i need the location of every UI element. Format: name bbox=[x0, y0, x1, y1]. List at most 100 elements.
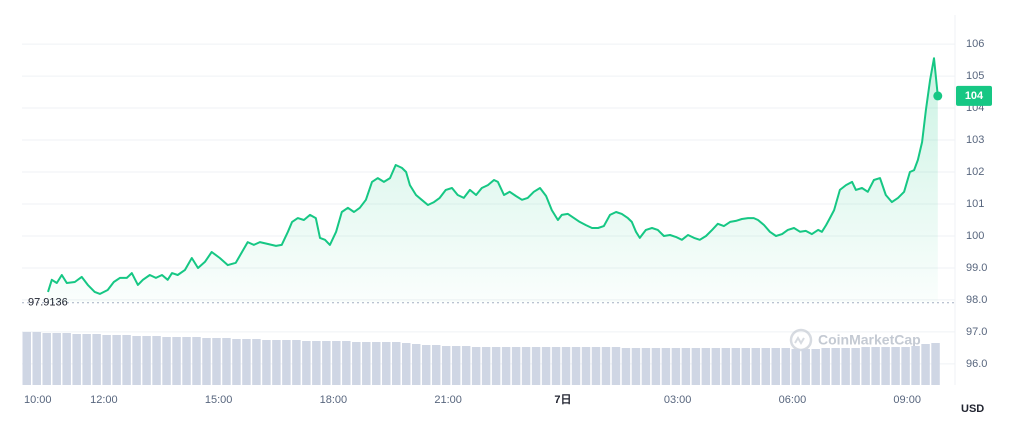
volume-bar bbox=[521, 347, 531, 385]
volume-bar bbox=[481, 347, 491, 385]
volume-bar bbox=[352, 342, 361, 385]
volume-bar bbox=[421, 345, 431, 385]
volume-bar bbox=[392, 342, 401, 385]
y-tick-label: 99.0 bbox=[966, 262, 987, 274]
volume-bar bbox=[531, 347, 541, 385]
volume-bar bbox=[72, 334, 81, 385]
x-tick-label: 06:00 bbox=[779, 394, 807, 406]
volume-bar bbox=[881, 347, 890, 385]
volume-bar bbox=[491, 347, 501, 385]
volume-bar bbox=[691, 348, 701, 385]
volume-bar bbox=[182, 337, 191, 385]
volume-bar bbox=[701, 348, 711, 385]
x-tick-label: 7日 bbox=[554, 393, 571, 406]
volume-bar bbox=[332, 341, 341, 385]
volume-bar bbox=[611, 347, 621, 385]
y-tick-label: 105 bbox=[966, 70, 984, 82]
volume-bar bbox=[671, 348, 681, 385]
volume-bar bbox=[262, 340, 271, 385]
volume-bar bbox=[22, 332, 31, 385]
volume-bar bbox=[621, 348, 631, 385]
y-tick-label: 106 bbox=[966, 38, 984, 50]
volume-bar bbox=[581, 347, 591, 385]
volume-bar bbox=[801, 349, 810, 385]
volume-bar bbox=[571, 347, 581, 385]
volume-bar bbox=[342, 341, 351, 385]
volume-bar bbox=[431, 345, 441, 385]
watermark-logo bbox=[789, 328, 813, 352]
volume-bar bbox=[362, 342, 371, 385]
volume-bar bbox=[52, 333, 61, 385]
volume-bar bbox=[272, 340, 281, 385]
volume-bar bbox=[761, 348, 771, 385]
axis-unit: USD bbox=[961, 403, 984, 415]
volume-bar bbox=[441, 346, 451, 385]
volume-bar bbox=[242, 339, 251, 385]
x-tick-label: 09:00 bbox=[893, 394, 921, 406]
price-area bbox=[48, 58, 938, 303]
volume-bar bbox=[911, 346, 920, 385]
volume-bar bbox=[302, 341, 311, 385]
volume-bar bbox=[871, 347, 880, 385]
x-tick-label: 15:00 bbox=[205, 394, 233, 406]
volume-bar bbox=[501, 347, 511, 385]
volume-bar bbox=[551, 347, 561, 385]
y-tick-label: 96.0 bbox=[966, 358, 987, 370]
volume-bar bbox=[112, 335, 121, 385]
volume-bar bbox=[192, 337, 201, 385]
volume-bar bbox=[651, 348, 661, 385]
volume-bar bbox=[382, 342, 391, 385]
volume-bar bbox=[152, 336, 161, 385]
volume-bar bbox=[721, 348, 731, 385]
volume-bar bbox=[631, 348, 641, 385]
volume-bar bbox=[591, 347, 601, 385]
volume-bar bbox=[62, 333, 71, 385]
volume-bar bbox=[132, 336, 141, 385]
volume-bar bbox=[32, 332, 41, 385]
volume-bar bbox=[162, 337, 171, 385]
price-badge-label: 104 bbox=[965, 90, 984, 102]
volume-bar bbox=[931, 343, 940, 385]
x-tick-label: 21:00 bbox=[434, 394, 462, 406]
volume-bar bbox=[172, 337, 181, 385]
volume-bar bbox=[861, 347, 870, 385]
last-point bbox=[933, 91, 943, 101]
volume-bar bbox=[891, 347, 900, 385]
volume-bar bbox=[821, 348, 830, 385]
volume-bar bbox=[791, 349, 800, 385]
volume-bar bbox=[202, 338, 211, 385]
volume-bar bbox=[561, 347, 571, 385]
watermark: CoinMarketCap bbox=[818, 332, 921, 348]
y-tick-label: 102 bbox=[966, 166, 984, 178]
price-line bbox=[47, 57, 939, 295]
volume-bar bbox=[292, 340, 301, 385]
volume-bar bbox=[781, 348, 790, 385]
volume-bar bbox=[841, 348, 850, 385]
x-tick-label: 10:00 bbox=[24, 394, 52, 406]
volume-bar bbox=[232, 339, 241, 385]
volume-bar bbox=[142, 336, 151, 385]
y-tick-label: 100 bbox=[966, 230, 984, 242]
volume-bar bbox=[451, 346, 461, 385]
volume-bar bbox=[641, 348, 651, 385]
volume-bar bbox=[921, 344, 930, 385]
y-tick-label: 97.0 bbox=[966, 326, 987, 338]
volume-bar bbox=[461, 346, 471, 385]
volume-bar bbox=[811, 349, 820, 385]
y-tick-label: 101 bbox=[966, 198, 984, 210]
x-tick-label: 18:00 bbox=[320, 394, 348, 406]
volume-bar bbox=[851, 348, 860, 385]
volume-bar bbox=[401, 343, 411, 385]
x-tick-label: 03:00 bbox=[664, 394, 692, 406]
volume-bar bbox=[122, 335, 131, 385]
volume-bar bbox=[411, 344, 421, 385]
volume-bar bbox=[92, 334, 101, 385]
volume-bar bbox=[661, 348, 671, 385]
volume-bar bbox=[102, 335, 111, 385]
volume-bar bbox=[681, 348, 691, 385]
volume-bar bbox=[771, 348, 780, 385]
price-badge bbox=[956, 85, 992, 106]
volume-bar bbox=[222, 338, 231, 385]
volume-bar bbox=[252, 339, 261, 385]
